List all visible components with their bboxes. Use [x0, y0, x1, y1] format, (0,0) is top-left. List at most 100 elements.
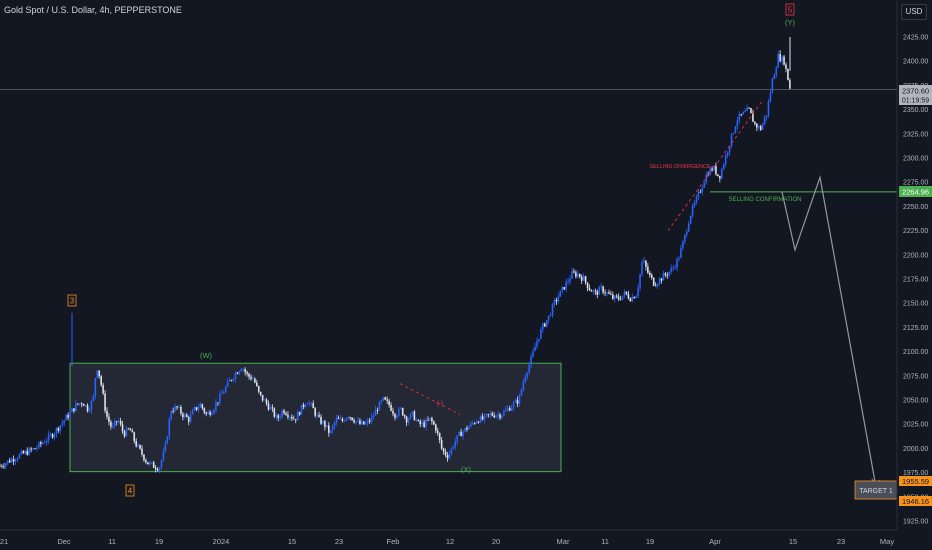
- candle-body: [3, 466, 5, 468]
- candle-body: [475, 421, 478, 424]
- candle-body: [201, 404, 204, 409]
- candle-body: [440, 440, 443, 449]
- time-axis-ticks[interactable]: 21 Dec 11 19 2024 15 23 Feb 12 20 Mar 11 19 Apr 15 23 Ma…: [0, 537, 894, 546]
- x-tick-label: 19: [646, 537, 654, 546]
- selling-divergence-label[interactable]: SELLING DIVERGENCE: [649, 164, 710, 170]
- candle-body: [164, 443, 167, 452]
- candle-body: [343, 420, 346, 422]
- candle-body: [314, 408, 316, 416]
- wave-4-box: [125, 484, 135, 497]
- currency-button[interactable]: USD: [901, 4, 927, 20]
- candle-body: [715, 165, 717, 175]
- candle-body: [392, 410, 394, 414]
- candle-body: [232, 378, 235, 381]
- candle-body: [156, 469, 159, 471]
- projection-path[interactable]: [781, 174, 877, 488]
- candle-body: [398, 408, 400, 416]
- candle-body: [555, 299, 558, 302]
- candle-body: [425, 419, 427, 427]
- wave-x-label[interactable]: (X): [461, 465, 472, 474]
- candle-body: [746, 107, 748, 111]
- candle-body: [650, 274, 653, 278]
- candle-body: [254, 378, 256, 383]
- candle-body: [491, 413, 494, 416]
- candle-body: [645, 260, 647, 267]
- candle-body: [154, 467, 157, 470]
- confirmation-price-tag-bg: [899, 186, 932, 197]
- candle-body: [460, 431, 462, 437]
- candle-body: [783, 56, 785, 65]
- x-tick-label: 2024: [213, 537, 230, 546]
- candle-body: [744, 110, 746, 113]
- candle-body: [497, 414, 499, 416]
- candle-body: [434, 424, 437, 431]
- candle-body: [485, 414, 488, 416]
- candle-body: [444, 451, 447, 456]
- candle-body: [557, 296, 560, 302]
- candle-body: [647, 266, 649, 273]
- candle-body: [582, 276, 585, 281]
- candle-body: [680, 248, 682, 259]
- y-tick-label: 1925.00: [903, 519, 928, 526]
- candle-body: [471, 422, 474, 424]
- candle-body: [197, 407, 200, 410]
- candle-body: [170, 411, 173, 420]
- candle-body: [51, 434, 54, 438]
- candle-body: [403, 415, 406, 417]
- candle-body: [6, 460, 9, 464]
- candle-body: [178, 407, 180, 408]
- symbol-title: Gold Spot / U.S. Dollar, 4h, PEPPERSTONE: [4, 5, 182, 15]
- target-1-box[interactable]: TARGET 1: [854, 480, 898, 500]
- price-axis-ticks: 1925.001950.001975.002000.002025.002050.…: [903, 35, 928, 526]
- candle-body: [256, 382, 258, 387]
- candle-body: [308, 403, 311, 405]
- candle-body: [125, 428, 128, 437]
- x-divergence-label[interactable]: (-): [437, 400, 444, 407]
- candle-body: [43, 442, 46, 444]
- candle-body: [501, 415, 503, 418]
- x-divergence-line[interactable]: [399, 383, 461, 415]
- candle-body: [45, 440, 48, 443]
- y-tick-label: 2125.00: [903, 325, 928, 332]
- candle-body: [269, 407, 272, 410]
- candle-body: [104, 393, 106, 411]
- candle-body: [752, 113, 754, 122]
- candle-body: [160, 460, 163, 468]
- candle-body: [40, 442, 42, 444]
- candle-body: [724, 155, 727, 165]
- candle-body: [331, 426, 334, 431]
- candle-body: [226, 381, 229, 387]
- wave-w-label[interactable]: (W): [200, 351, 213, 360]
- candle-body: [49, 434, 52, 436]
- candle-body: [203, 408, 206, 413]
- candle-body: [294, 419, 297, 421]
- x-tick-label: May: [880, 537, 894, 546]
- candle-body: [730, 133, 733, 147]
- candle-body: [664, 273, 667, 275]
- wave-3-marker[interactable]: 3: [67, 294, 77, 307]
- candle-body: [405, 416, 408, 423]
- selling-confirmation-label[interactable]: SELLING CONFIRMATION: [729, 197, 802, 203]
- candle-body: [86, 405, 89, 412]
- wave-4-marker[interactable]: 4: [125, 484, 135, 497]
- wave-5-marker[interactable]: 5: [785, 3, 795, 16]
- candle-body: [765, 115, 768, 118]
- candle-body: [42, 442, 44, 444]
- candle-body: [281, 410, 283, 417]
- candle-body: [757, 126, 760, 128]
- candle-body: [394, 413, 396, 418]
- candle-body: [0, 465, 1, 467]
- target-upper-tag-bg: [899, 476, 932, 486]
- candle-body: [526, 372, 529, 377]
- candle-body: [135, 440, 137, 447]
- y-tick-label: 2350.00: [903, 107, 928, 114]
- y-tick-label: 2250.00: [903, 204, 928, 211]
- candle-body: [75, 403, 77, 412]
- wave-y-label[interactable]: (Y): [785, 18, 796, 27]
- selling-divergence-line[interactable]: [667, 99, 764, 231]
- candle-body: [569, 278, 571, 282]
- candle-body: [532, 351, 534, 357]
- candle-body: [14, 459, 17, 462]
